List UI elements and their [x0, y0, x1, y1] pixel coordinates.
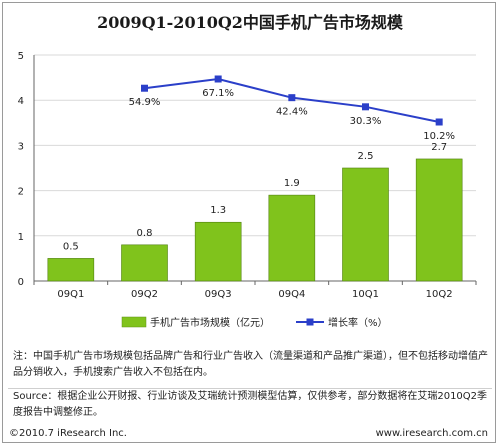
y-tick-label: 2 [18, 187, 24, 198]
x-tick-label: 10Q1 [352, 289, 379, 300]
line-value-label: 67.1% [202, 88, 234, 99]
line-point [435, 118, 443, 126]
bar-value-label: 0.5 [63, 241, 79, 252]
bar [194, 221, 242, 282]
website-link[interactable]: www.iresearch.com.cn [375, 428, 488, 439]
bar-series: 0.5 0.8 1.3 1.9 2.5 2.7 [47, 142, 463, 282]
chart-title: 2009Q1-2010Q2中国手机广告市场规模 [97, 13, 403, 32]
line-value-label: 42.4% [276, 107, 308, 118]
y-tick-label: 0 [18, 277, 24, 288]
bar-value-label: 2.7 [431, 142, 447, 153]
bar [47, 258, 95, 282]
line-value-label: 30.3% [350, 116, 382, 127]
divider [8, 388, 492, 389]
legend-line-label: 增长率（%） [328, 316, 388, 329]
legend: 手机广告市场规模（亿元） 增长率（%） [121, 316, 388, 329]
line-point [214, 75, 222, 83]
legend-bar-label: 手机广告市场规模（亿元） [150, 316, 270, 329]
line-series: 54.9% 67.1% 42.4% 30.3% 10.2% [129, 75, 455, 142]
x-tick-label: 09Q4 [278, 289, 305, 300]
source-note: Source：根据企业公开财报、行业访谈及艾瑞统计预测模型估算，仅供参考，部分数… [13, 391, 488, 418]
y-tick-label: 5 [18, 51, 24, 62]
x-tick-label: 09Q3 [205, 289, 232, 300]
bar-value-label: 1.9 [284, 178, 300, 189]
x-tick-label: 09Q2 [131, 289, 158, 300]
y-tick-label: 1 [18, 232, 24, 243]
grid-lines [34, 54, 476, 237]
axes: 0 1 2 3 4 5 09Q1 09Q2 09Q3 09Q4 10Q1 10Q2 [18, 51, 477, 300]
bar [121, 244, 168, 282]
line-value-label: 10.2% [423, 131, 455, 142]
bar-value-label: 1.3 [210, 205, 226, 216]
bar [415, 158, 463, 282]
line-point [141, 84, 148, 92]
legend-bar-swatch [121, 316, 147, 328]
bar-value-label: 0.8 [137, 228, 153, 239]
line-point [362, 103, 369, 111]
line-point [288, 94, 296, 102]
y-tick-label: 4 [18, 96, 24, 107]
x-tick-label: 10Q2 [426, 289, 453, 300]
bar [268, 194, 316, 282]
legend-line-marker [306, 318, 314, 326]
bar-value-label: 2.5 [358, 151, 374, 162]
line-value-label: 54.9% [129, 97, 161, 108]
bar [342, 167, 389, 282]
copyright-text: ©2010.7 iResearch Inc. [9, 428, 127, 439]
chart-frame [2, 2, 496, 443]
x-tick-label: 09Q1 [57, 289, 84, 300]
chart-note: 注：中国手机广告市场规模包括品牌广告和行业广告收入（流量渠道和产品推广渠道），但… [13, 351, 488, 378]
y-tick-label: 3 [18, 141, 24, 152]
